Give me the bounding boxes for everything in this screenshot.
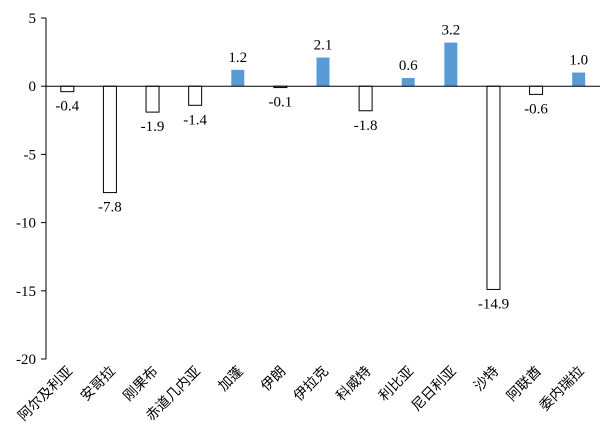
- data-label: -7.8: [98, 200, 122, 216]
- y-tick-label: -15: [16, 284, 36, 300]
- category-label: 安哥拉: [78, 364, 119, 405]
- y-tick-label: -20: [16, 352, 36, 368]
- category-label: 利比亚: [376, 364, 417, 405]
- y-tick-label: 0: [29, 79, 37, 95]
- data-label: -1.9: [141, 119, 165, 135]
- bar-2: [145, 85, 160, 113]
- data-label: -14.9: [478, 296, 509, 312]
- category-label: 沙特: [471, 364, 502, 395]
- data-label: -0.4: [55, 99, 79, 115]
- bar-6: [316, 57, 330, 87]
- category-label: 科威特: [333, 364, 374, 405]
- data-label: -0.1: [269, 95, 293, 111]
- category-label: 阿联酋: [503, 363, 545, 405]
- category-label: 刚果布: [120, 364, 161, 405]
- bar-11: [529, 85, 544, 95]
- category-label: 委内瑞拉: [537, 364, 588, 415]
- bar-7: [358, 85, 373, 112]
- bar-12: [572, 72, 586, 87]
- bar-4: [231, 69, 245, 87]
- bar-1: [102, 85, 117, 194]
- y-tick-label: -10: [16, 216, 36, 232]
- bar-0: [60, 85, 75, 93]
- data-label: -0.6: [524, 101, 548, 117]
- data-label: 2.1: [314, 38, 333, 54]
- category-label: 伊朗: [258, 364, 289, 395]
- data-label: -1.4: [183, 112, 207, 128]
- y-tick-label: 5: [29, 11, 37, 27]
- y-tick-label: -5: [24, 147, 37, 163]
- category-label: 加蓬: [215, 364, 246, 395]
- data-label: 1.0: [569, 53, 588, 69]
- data-label: -1.8: [354, 118, 378, 134]
- bar-10: [486, 85, 501, 290]
- data-label: 0.6: [399, 58, 418, 74]
- category-label: 伊拉克: [291, 364, 332, 405]
- data-label: 1.2: [228, 50, 247, 66]
- data-label: 3.2: [441, 23, 460, 39]
- category-label: 尼日利亚: [409, 364, 460, 415]
- bar-8: [401, 78, 415, 87]
- category-label: 阿尔及利亚: [15, 364, 76, 425]
- bar-3: [188, 85, 203, 106]
- bar-9: [444, 42, 458, 87]
